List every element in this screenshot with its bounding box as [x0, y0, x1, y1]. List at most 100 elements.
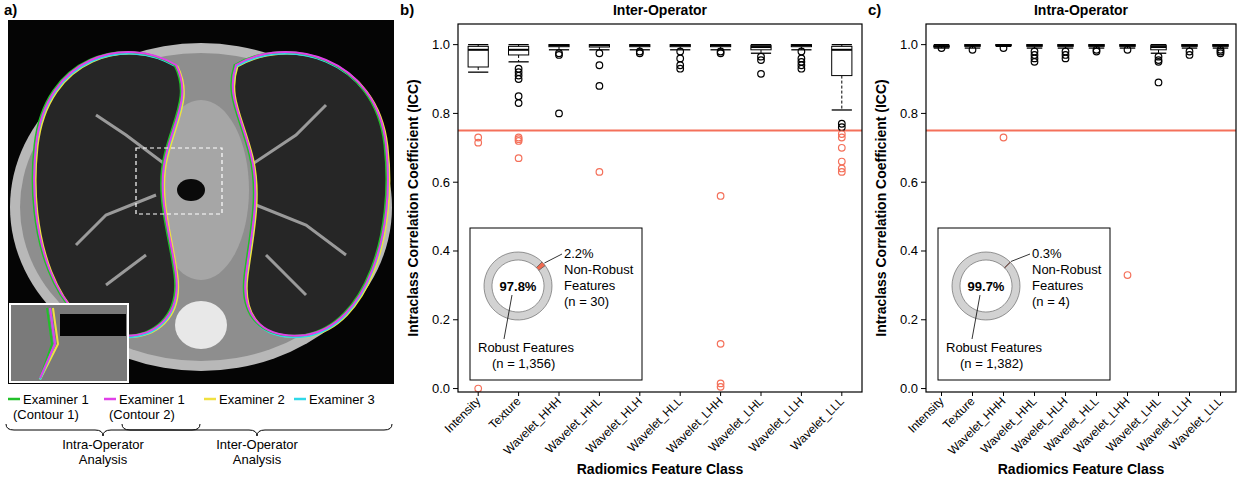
- outlier: [637, 50, 644, 57]
- donut-name-line: Non-Robust: [564, 262, 634, 277]
- lungs: [33, 52, 390, 337]
- plot-marks: [458, 45, 862, 392]
- outlier: [839, 158, 846, 165]
- median: [751, 46, 771, 48]
- outlier: [596, 50, 603, 57]
- legend-line: (Contour 1): [13, 407, 79, 422]
- donut-slice: [1004, 262, 1010, 268]
- median: [670, 44, 690, 46]
- lung: [34, 52, 182, 336]
- box: [1182, 45, 1198, 47]
- x-tick-label: Intensity: [905, 394, 947, 436]
- vessel: [106, 255, 146, 285]
- donut-name: Robust Features: [478, 340, 575, 355]
- y-tick: [921, 182, 926, 183]
- median: [791, 44, 811, 46]
- x-axis-title: Radiomics Feature Class: [577, 461, 744, 477]
- outlier: [596, 169, 603, 176]
- brace: [122, 424, 392, 436]
- zoom-inset: [10, 304, 128, 382]
- box: [670, 45, 690, 47]
- donut-value-label: 0.3%: [1032, 246, 1062, 261]
- outlier: [515, 93, 522, 100]
- legend-swatch: [8, 398, 20, 401]
- y-tick-label: 0.0: [432, 381, 450, 396]
- donut-count: (n = 30): [564, 294, 609, 309]
- zoom-contour: [40, 308, 58, 380]
- box: [1027, 45, 1043, 47]
- y-tick-label: 0.2: [432, 312, 450, 327]
- outlier: [1124, 272, 1131, 279]
- legend-line: Examiner 1: [119, 392, 185, 407]
- y-tick-label: 0.4: [900, 243, 918, 258]
- outlier: [717, 384, 724, 391]
- donut-slice: [484, 252, 552, 320]
- donut-leader: [504, 295, 512, 339]
- outlier: [798, 65, 805, 72]
- legend-label: Examiner 1(Contour 2): [109, 392, 185, 422]
- outlier: [515, 100, 522, 107]
- median: [549, 44, 569, 46]
- legend-label: Examiner 1(Contour 1): [13, 392, 89, 422]
- donut-name: Robust Features: [946, 340, 1043, 355]
- whisker-low: [518, 55, 519, 62]
- brace-label-line: Intra-Operator: [62, 437, 144, 452]
- x-tick-label: Texture: [486, 394, 524, 432]
- outlier: [839, 134, 846, 141]
- whisker-cap-low: [934, 47, 950, 48]
- outlier: [839, 124, 846, 131]
- whisker-cap-low: [509, 61, 529, 62]
- x-tick-label: Intensity: [442, 394, 484, 436]
- outlier: [1124, 46, 1131, 53]
- outlier: [1155, 79, 1162, 86]
- whisker-cap-low: [996, 46, 1012, 47]
- median: [934, 45, 950, 47]
- legend-label: Examiner 2: [219, 392, 285, 407]
- y-tick-label: 0.0: [900, 381, 918, 396]
- median: [711, 44, 731, 46]
- box: [1151, 45, 1167, 49]
- y-tick: [921, 113, 926, 114]
- outlier: [717, 193, 724, 200]
- whisker-cap-low: [468, 71, 488, 72]
- ct-background: [8, 20, 394, 384]
- outlier: [798, 48, 805, 55]
- outlier: [938, 45, 945, 52]
- box: [1058, 45, 1074, 47]
- y-tick-label: 0.6: [900, 175, 918, 190]
- outlier: [758, 57, 765, 64]
- outlier: [475, 139, 482, 146]
- zoom-contour: [40, 308, 55, 380]
- median: [630, 44, 650, 46]
- whisker-low: [478, 67, 479, 72]
- y-tick: [921, 319, 926, 320]
- outlier: [758, 71, 765, 78]
- threshold-line: [926, 130, 1236, 132]
- panel-letter: b): [400, 1, 414, 18]
- outlier: [596, 62, 603, 69]
- vessel: [251, 105, 326, 165]
- median: [468, 49, 488, 51]
- outlier: [1093, 48, 1100, 55]
- y-axis-title: Intraclass Correlation Coefficient (ICC): [405, 79, 421, 337]
- zoom-inset-air: [60, 314, 126, 336]
- donut-count: (n = 1,382): [960, 356, 1023, 371]
- outlier: [1186, 52, 1193, 59]
- outlier: [677, 48, 684, 55]
- y-tick: [453, 44, 458, 45]
- contour: [34, 52, 182, 336]
- inset-frame: [470, 228, 642, 380]
- donut-leader: [1011, 254, 1030, 261]
- inset: 99.7%Robust Features(n = 1,382)0.3%Non-R…: [938, 228, 1110, 380]
- donut-name-line: Features: [1032, 278, 1084, 293]
- median: [1058, 44, 1074, 46]
- outlier: [515, 155, 522, 162]
- outlier: [1000, 45, 1007, 52]
- chart-title: Inter-Operator: [613, 2, 708, 18]
- zoom-contour: [40, 308, 55, 378]
- donut-slice: [536, 262, 545, 270]
- box: [509, 46, 529, 55]
- whisker-cap-low: [965, 47, 981, 48]
- whisker-cap-low: [1120, 47, 1136, 48]
- outlier: [717, 341, 724, 348]
